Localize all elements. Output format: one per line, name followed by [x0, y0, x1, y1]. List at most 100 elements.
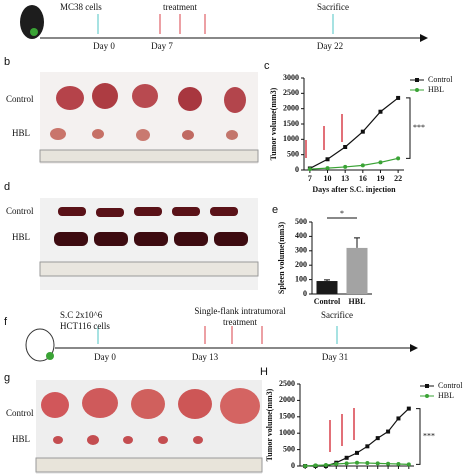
tumor	[41, 392, 69, 418]
x-axis-label: Days after S.C. injection	[312, 185, 396, 194]
spleen	[96, 208, 124, 217]
y-tick-label: 1500	[279, 412, 295, 421]
legend-label: Control	[428, 75, 453, 84]
tumor	[87, 435, 99, 445]
legend-label: HBL	[428, 85, 444, 94]
series-line	[309, 157, 399, 170]
point	[343, 164, 348, 169]
point	[365, 461, 370, 466]
x-tick-label: 19	[376, 174, 384, 183]
day-text: Day 0	[93, 41, 115, 51]
y-tick-label: 2500	[279, 379, 295, 388]
y-tick-label: 0	[295, 165, 299, 174]
arrow-head	[410, 344, 418, 352]
photo-b: b Control HBL	[4, 56, 259, 164]
x-tick-label: Control	[314, 297, 341, 306]
point	[313, 463, 318, 468]
y-tick-label: 500	[287, 149, 299, 158]
legend-label: HBL	[438, 391, 454, 400]
point	[355, 460, 359, 465]
tumor	[92, 129, 104, 139]
photo-d: d Control HBL	[4, 181, 259, 290]
row-label: Control	[6, 408, 34, 418]
significance-label: *	[340, 209, 344, 218]
panel-label: g	[4, 372, 10, 384]
point	[386, 429, 391, 434]
y-tick-label: 100	[295, 274, 307, 283]
point	[344, 455, 349, 460]
mouse-icon	[20, 5, 44, 39]
spleen	[58, 207, 86, 216]
bar	[346, 247, 368, 294]
y-tick-label: 200	[295, 260, 307, 269]
row-label: HBL	[12, 434, 30, 444]
spleen	[54, 232, 88, 246]
arrow-head	[420, 34, 428, 42]
row-label: HBL	[12, 232, 30, 242]
point	[378, 109, 383, 114]
y-tick-label: 400	[295, 231, 307, 240]
point	[323, 463, 328, 468]
x-tick-label: 13	[341, 174, 349, 183]
point	[365, 444, 370, 449]
day-text: Day 22	[317, 41, 343, 51]
spleen	[134, 232, 168, 246]
point	[378, 160, 383, 165]
point	[360, 129, 365, 134]
timeline-bottom: f S.C 2x10^6 HCT116 cells Single-flank i…	[4, 306, 418, 362]
y-tick-label: 2000	[279, 395, 295, 404]
tumor	[182, 130, 194, 140]
treatment-text: treatment	[223, 317, 257, 327]
point	[396, 416, 401, 421]
row-label: HBL	[12, 128, 30, 138]
tumor	[224, 87, 246, 113]
y-tick-label: 1000	[283, 134, 299, 143]
x-tick-label: 22	[394, 174, 402, 183]
x-tick-label: HBL	[349, 297, 366, 306]
legend-marker	[415, 88, 419, 92]
panel-label: f	[4, 316, 8, 328]
tumor	[220, 388, 260, 424]
cells-text: MC38 cells	[60, 2, 102, 12]
spleen	[172, 207, 200, 216]
point	[396, 95, 401, 100]
chart-treatment-arrows	[305, 114, 355, 452]
point	[325, 166, 330, 171]
tumor	[92, 83, 118, 109]
point	[375, 436, 380, 441]
tumor	[178, 87, 202, 111]
point	[343, 145, 348, 149]
y-tick-label: 0	[303, 289, 307, 298]
y-axis-label: Tumor volume(mm3)	[269, 87, 278, 160]
point	[396, 462, 401, 467]
cells-text: HCT116 cells	[60, 321, 110, 331]
tumor	[82, 388, 118, 418]
tumor	[193, 436, 203, 444]
injection-text: S.C 2x10^6	[60, 310, 103, 320]
legend-marker	[415, 78, 419, 82]
error-bar	[354, 237, 360, 248]
legend-marker	[425, 394, 429, 398]
sacrifice-text: Sacrifice	[317, 2, 349, 12]
point	[307, 167, 312, 172]
legend-label: Control	[438, 381, 463, 390]
significance-label: ***	[423, 431, 435, 440]
panel-label: d	[4, 181, 10, 193]
tumor	[131, 389, 165, 419]
spleen	[174, 232, 208, 246]
bar	[316, 281, 338, 294]
point	[360, 163, 365, 168]
ruler	[39, 261, 259, 277]
spleen	[94, 232, 128, 246]
x-tick-label: 16	[359, 174, 367, 183]
point	[325, 157, 330, 162]
y-tick-label: 2000	[283, 103, 299, 112]
tumor	[158, 436, 168, 444]
mouse-icon	[25, 328, 55, 362]
tumor-icon	[30, 28, 38, 36]
tumor	[132, 84, 158, 108]
tumor	[226, 130, 238, 140]
tumor	[56, 86, 84, 110]
tumor	[50, 128, 66, 140]
